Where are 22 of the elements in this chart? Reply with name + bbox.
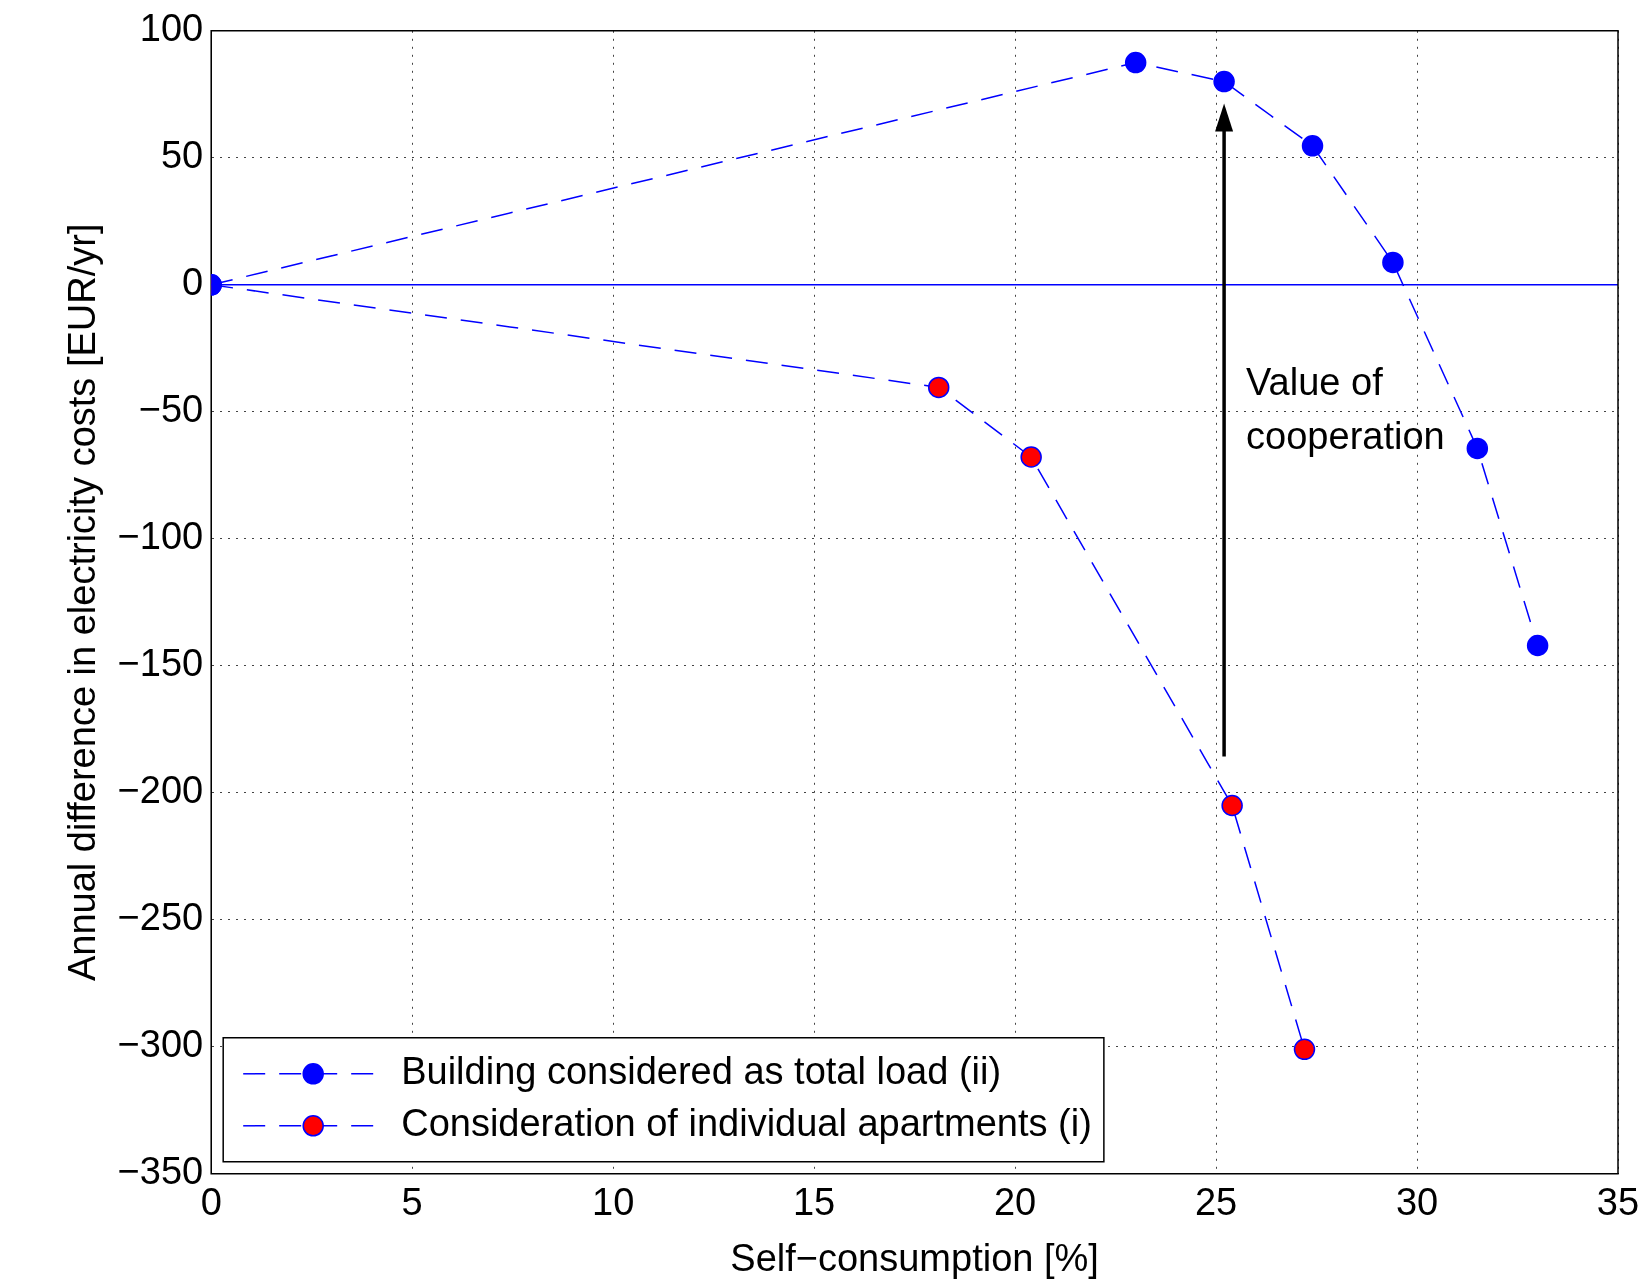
- x-tick-label: 25: [1194, 1181, 1238, 1224]
- y-tick-label: −100: [117, 515, 204, 558]
- y-axis-title: Annual difference in electricity costs [EUR/yr]: [61, 223, 104, 982]
- y-tick-label: 100: [139, 7, 204, 50]
- x-tick-label: 15: [792, 1181, 836, 1224]
- y-tick-label: −200: [117, 769, 204, 812]
- annotation: Value of cooperation: [1246, 361, 1445, 458]
- y-tick-label: −150: [117, 642, 204, 685]
- y-tick-label: −50: [138, 388, 204, 431]
- x-axis-title: Self−consumption [%]: [730, 1236, 1099, 1279]
- legend-label: Consideration of individual apartments (i): [401, 1102, 1092, 1145]
- x-tick-label: 20: [993, 1181, 1037, 1224]
- legend-label: Building considered as total load (ii): [401, 1050, 1002, 1093]
- x-tick-label: 10: [592, 1181, 635, 1224]
- y-tick-label: −300: [117, 1023, 204, 1066]
- y-tick-label: −350: [117, 1150, 204, 1193]
- y-tick-label: −250: [117, 896, 204, 939]
- y-tick-label: 0: [182, 261, 204, 304]
- y-tick-label: 50: [160, 134, 204, 177]
- x-tick-label: 30: [1395, 1181, 1439, 1224]
- x-tick-label: 5: [401, 1181, 423, 1224]
- x-tick-label: 35: [1596, 1181, 1640, 1224]
